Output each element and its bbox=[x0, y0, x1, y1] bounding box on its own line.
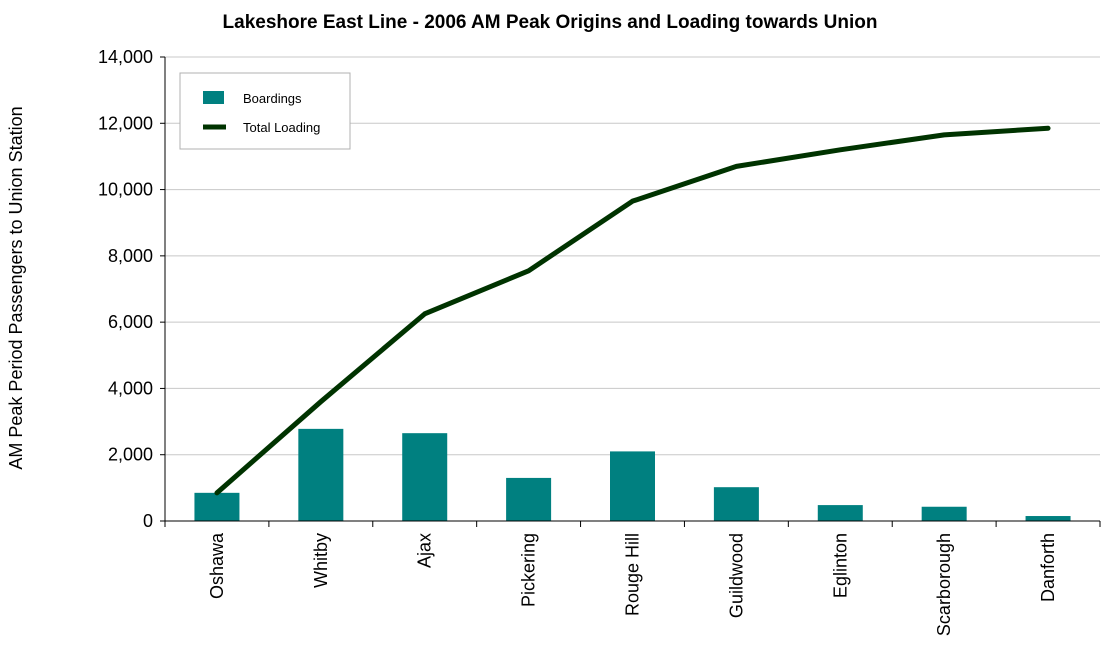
x-tick-label: Eglinton bbox=[830, 533, 850, 598]
y-tick-label: 0 bbox=[143, 511, 153, 531]
y-tick-label: 10,000 bbox=[98, 180, 153, 200]
bar-eglinton bbox=[817, 505, 863, 521]
bar-pickering bbox=[506, 477, 552, 521]
bar-danforth bbox=[1025, 516, 1071, 521]
legend: Boardings Total Loading bbox=[179, 72, 351, 150]
x-tick-label: Rouge Hill bbox=[623, 533, 643, 616]
bar-ajax bbox=[402, 433, 448, 521]
y-tick-labels: 0 2,000 4,000 6,000 8,000 10,000 12,000 14,000 bbox=[98, 47, 153, 531]
y-tick-label: 8,000 bbox=[108, 246, 153, 266]
x-tick-label: Ajax bbox=[415, 533, 435, 568]
x-tick-label: Danforth bbox=[1038, 533, 1058, 602]
legend-swatch-boardings bbox=[203, 91, 224, 104]
y-tick-label: 4,000 bbox=[108, 378, 153, 398]
y-axis-label: AM Peak Period Passengers to Union Stati… bbox=[6, 106, 26, 469]
x-tick-label: Oshawa bbox=[207, 532, 227, 599]
bar-scarborough bbox=[921, 506, 967, 521]
bar-guildwood bbox=[713, 487, 759, 521]
x-tick-label: Pickering bbox=[519, 533, 539, 607]
y-tick-label: 6,000 bbox=[108, 312, 153, 332]
axes bbox=[160, 56, 1101, 527]
legend-label-boardings: Boardings bbox=[243, 91, 302, 106]
boardings-bars bbox=[194, 428, 1071, 521]
x-tick-label: Guildwood bbox=[726, 533, 746, 618]
total-loading-line-group bbox=[214, 125, 1051, 496]
y-tick-label: 12,000 bbox=[98, 113, 153, 133]
legend-box bbox=[179, 72, 351, 150]
total-loading-line bbox=[214, 125, 1051, 496]
x-tick-labels: Oshawa Whitby Ajax Pickering Rouge Hill Guild… bbox=[207, 532, 1058, 636]
y-tick-label: 2,000 bbox=[108, 445, 153, 465]
legend-label-total-loading: Total Loading bbox=[243, 120, 320, 135]
bar-oshawa bbox=[194, 492, 240, 521]
chart-title: Lakeshore East Line - 2006 AM Peak Origi… bbox=[223, 12, 878, 33]
y-tick-label: 14,000 bbox=[98, 47, 153, 67]
bar-whitby bbox=[298, 428, 344, 521]
bar-rouge-hill bbox=[610, 451, 655, 521]
x-tick-label: Scarborough bbox=[934, 533, 954, 636]
x-tick-label: Whitby bbox=[311, 533, 331, 588]
